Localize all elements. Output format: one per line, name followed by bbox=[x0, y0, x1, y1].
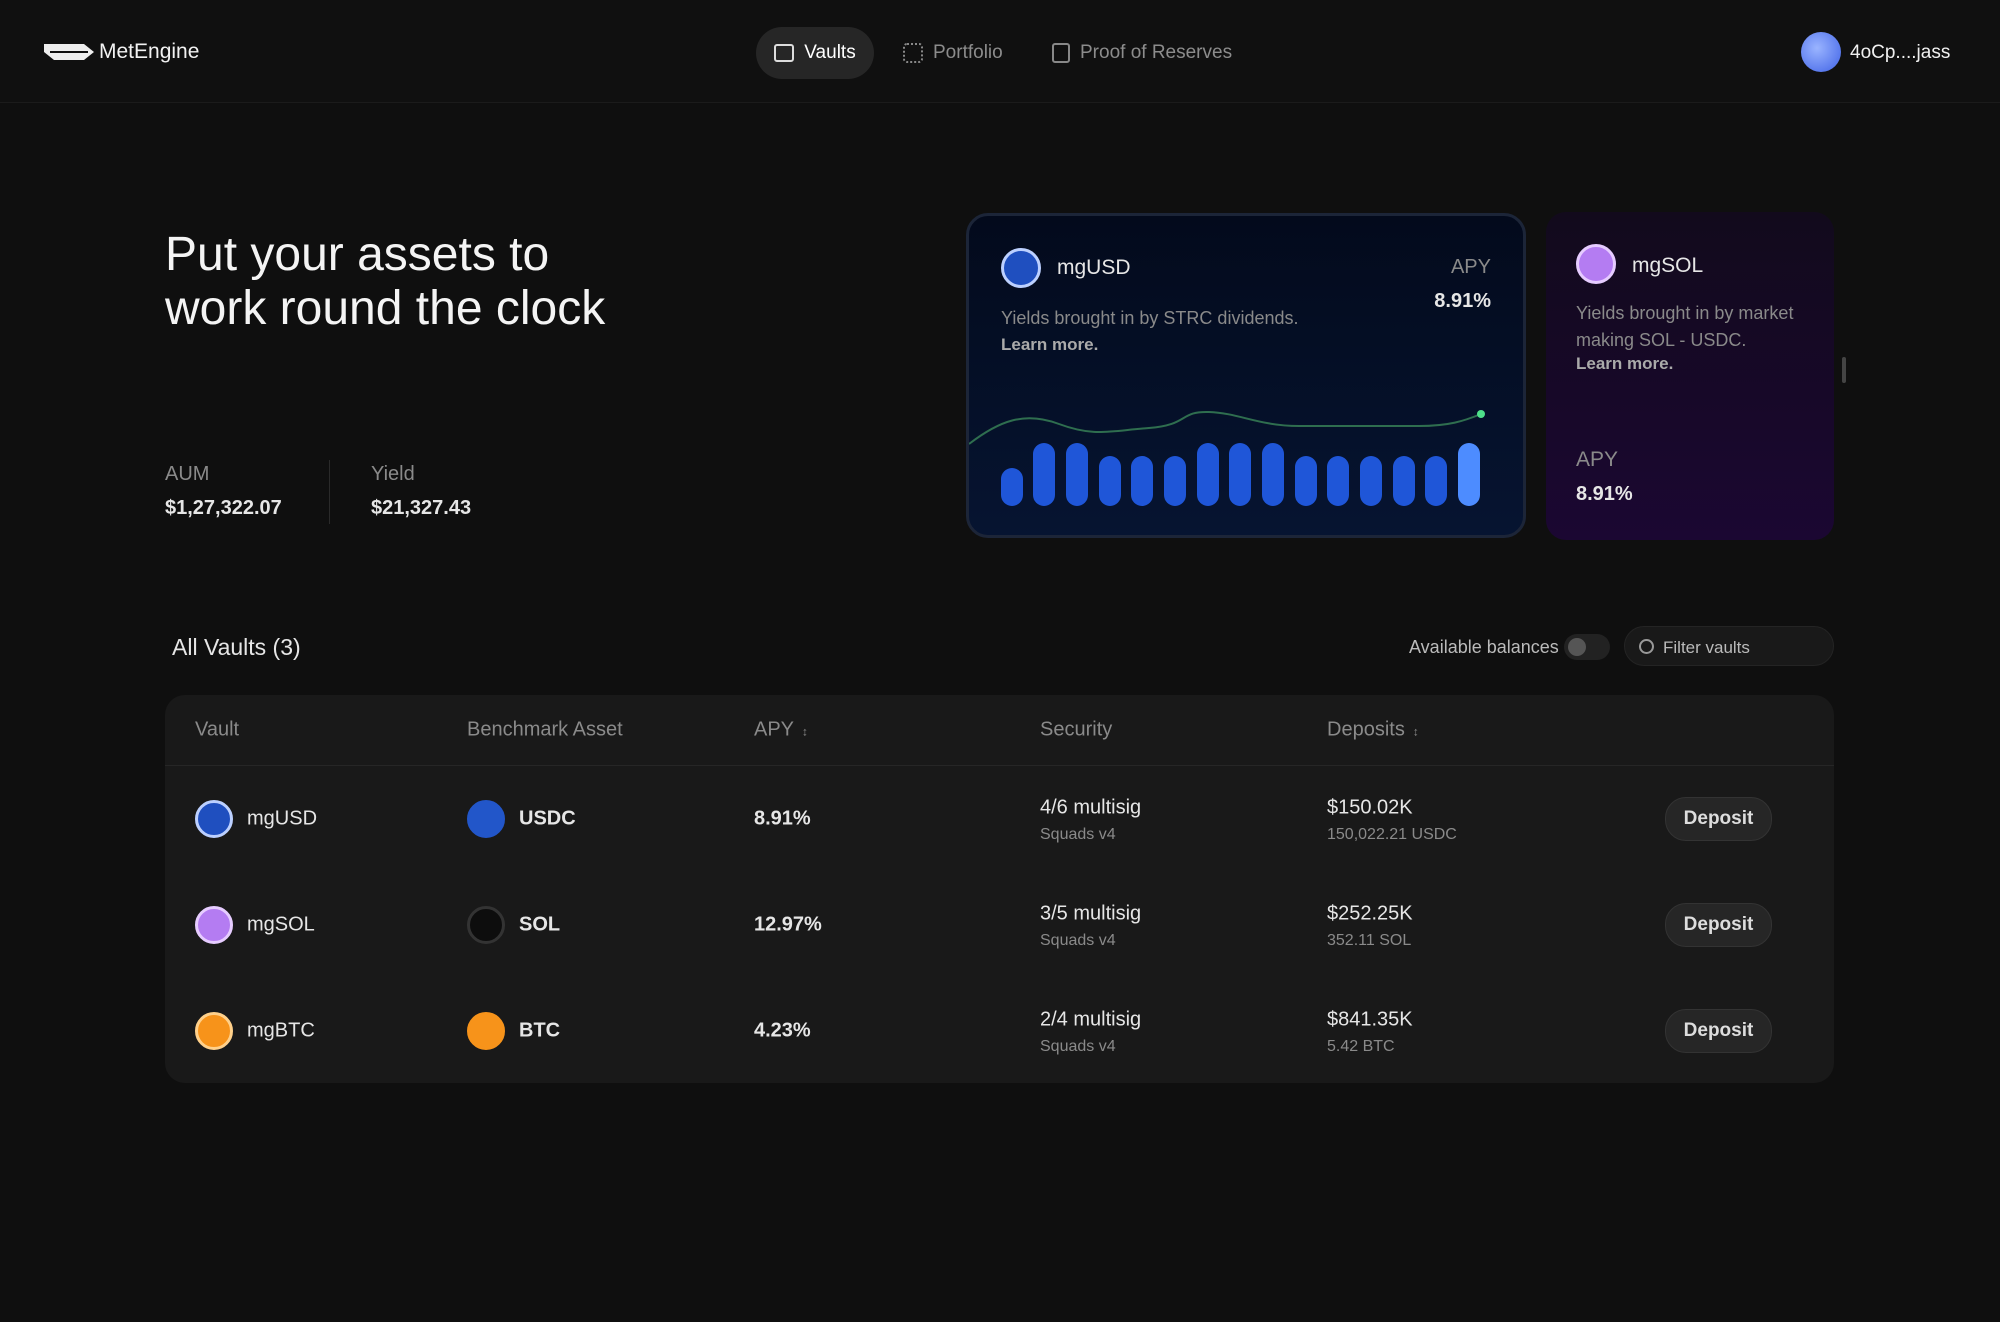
card-description: Yields brought in by STRC dividends. bbox=[1001, 308, 1299, 328]
stat-label: Yield bbox=[371, 463, 415, 485]
vault-name: mgSOL bbox=[247, 913, 315, 936]
card-link[interactable]: Learn more. bbox=[1001, 335, 1099, 354]
hero-line: Put your assets to bbox=[165, 228, 550, 281]
vault-cell: mgBTC bbox=[195, 1012, 315, 1050]
vault-cell: mgSOL bbox=[195, 906, 315, 944]
vault-name: mgBTC bbox=[247, 1019, 315, 1042]
avatar[interactable] bbox=[1801, 32, 1841, 72]
token-icon bbox=[467, 1012, 505, 1050]
security: 3/5 multisig bbox=[1040, 902, 1142, 925]
deposits: $150.02K bbox=[1327, 796, 1413, 819]
stat-value: $21,327.43 bbox=[371, 497, 472, 519]
stat-value: $1,27,322.07 bbox=[165, 497, 282, 519]
column-header[interactable]: APY ↕ bbox=[754, 718, 809, 741]
card-name: mgUSD bbox=[1057, 256, 1131, 279]
card-link[interactable]: Learn more. bbox=[1576, 354, 1674, 373]
asset-name: SOL bbox=[519, 913, 561, 936]
vault-name: mgUSD bbox=[247, 807, 318, 830]
stat-label: AUM bbox=[165, 463, 210, 485]
column-label: Deposits bbox=[1327, 718, 1405, 741]
card-name: mgSOL bbox=[1632, 254, 1704, 277]
stat-divider bbox=[329, 460, 330, 524]
hero-title: Put your assets to work round the clock bbox=[165, 228, 605, 336]
deposit-button[interactable]: Deposit bbox=[1665, 903, 1772, 947]
deposit-button[interactable]: Deposit bbox=[1665, 1009, 1772, 1053]
token-icon bbox=[467, 800, 505, 838]
apy: 8.91% bbox=[754, 807, 811, 830]
top-nav: MetEngine Vaults Portfolio Proof of Rese… bbox=[0, 0, 2000, 103]
card-icon bbox=[1576, 244, 1616, 284]
token-icon bbox=[195, 1012, 233, 1050]
vault-cell: mgUSD bbox=[195, 800, 317, 838]
column-header: Benchmark Asset bbox=[467, 718, 623, 741]
nav-label: Portfolio bbox=[933, 42, 1003, 63]
column-label: APY bbox=[754, 718, 795, 741]
security-sub: Squads v4 bbox=[1040, 932, 1116, 949]
deposits-sub: 352.11 SOL bbox=[1327, 932, 1412, 949]
column-header[interactable]: Deposits ↕ bbox=[1327, 718, 1419, 741]
carousel-indicator bbox=[1842, 357, 1846, 383]
deposits-sub: 5.42 BTC bbox=[1327, 1038, 1395, 1055]
apy: 12.97% bbox=[754, 913, 822, 936]
brand: MetEngine bbox=[99, 40, 200, 63]
card-apy-label: APY bbox=[1450, 256, 1491, 278]
asset-name: BTC bbox=[519, 1019, 561, 1042]
asset-name: USDC bbox=[519, 807, 576, 830]
asset-cell: SOL bbox=[467, 906, 560, 944]
vault-card[interactable]: mgSOL Yields brought in by market making… bbox=[1546, 212, 1834, 540]
hero-line: work round the clock bbox=[165, 282, 606, 335]
vault-table: Vault Benchmark Asset APY ↕ Security Depo… bbox=[165, 695, 1834, 1083]
nav-label: Vaults bbox=[804, 42, 856, 63]
column-header: Security bbox=[1040, 718, 1113, 741]
card-chart bbox=[969, 410, 1485, 506]
toggle-label: Available balances bbox=[1409, 637, 1559, 657]
vault-card[interactable]: mgUSD APY 8.91% Yields brought in by STR… bbox=[966, 213, 1526, 538]
wallet-address[interactable]: 4oCp....jass bbox=[1850, 42, 1951, 63]
asset-cell: BTC bbox=[467, 1012, 560, 1050]
deposit-button[interactable]: Deposit bbox=[1665, 797, 1772, 841]
toggle[interactable] bbox=[1564, 634, 1610, 660]
nav-proof[interactable]: Proof of Reserves bbox=[1052, 27, 1232, 79]
token-icon bbox=[195, 800, 233, 838]
filter-placeholder: Filter vaults bbox=[1663, 638, 1750, 657]
security-sub: Squads v4 bbox=[1040, 826, 1116, 843]
security-sub: Squads v4 bbox=[1040, 1038, 1116, 1055]
nav-label: Proof of Reserves bbox=[1080, 42, 1233, 63]
filter-input[interactable]: Filter vaults bbox=[1624, 626, 1834, 666]
asset-cell: USDC bbox=[467, 800, 576, 838]
token-icon bbox=[467, 906, 505, 944]
logo bbox=[44, 44, 94, 60]
column-header: Vault bbox=[195, 718, 240, 741]
deposits: $252.25K bbox=[1327, 902, 1413, 925]
card-apy-label: APY bbox=[1576, 448, 1619, 471]
nav-portfolio[interactable]: Portfolio bbox=[903, 27, 1003, 79]
nav-vaults[interactable]: Vaults bbox=[756, 27, 874, 79]
token-icon bbox=[195, 906, 233, 944]
deposits-sub: 150,022.21 USDC bbox=[1327, 826, 1457, 843]
card-description: Yields brought in by market making SOL -… bbox=[1576, 303, 1794, 350]
card-apy: 8.91% bbox=[1434, 290, 1491, 312]
apy: 4.23% bbox=[754, 1019, 811, 1042]
card-icon bbox=[1001, 248, 1041, 288]
card-apy: 8.91% bbox=[1576, 483, 1633, 505]
section-title: All Vaults (3) bbox=[172, 634, 301, 660]
security: 2/4 multisig bbox=[1040, 1008, 1142, 1031]
deposits: $841.35K bbox=[1327, 1008, 1413, 1031]
header-divider bbox=[165, 765, 1834, 766]
security: 4/6 multisig bbox=[1040, 796, 1142, 819]
